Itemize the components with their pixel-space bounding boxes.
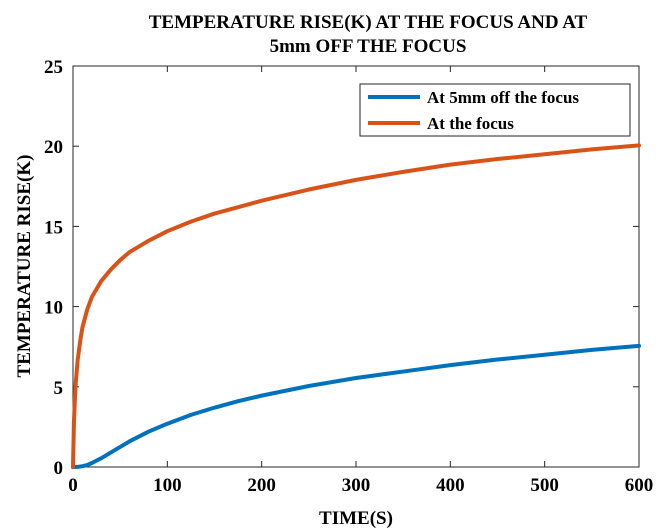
y-axis-label: TEMPERATURE RISE(K) bbox=[14, 155, 35, 378]
chart-title: TEMPERATURE RISE(K) AT THE FOCUS AND AT … bbox=[149, 12, 588, 57]
y-tick-label: 25 bbox=[44, 57, 63, 78]
chart-title-line-2: 5mm OFF THE FOCUS bbox=[270, 36, 467, 57]
legend-box bbox=[359, 83, 631, 137]
x-axis-ticks: 0 100 200 300 400 500 600 bbox=[68, 66, 653, 496]
legend-label-at-focus: At the focus bbox=[427, 114, 514, 133]
series-line-at-focus bbox=[71, 143, 641, 469]
x-tick-label: 0 bbox=[68, 475, 78, 496]
y-tick-label: 20 bbox=[44, 137, 63, 158]
chart-title-line-1: TEMPERATURE RISE(K) AT THE FOCUS AND AT bbox=[149, 12, 588, 33]
x-tick-label: 400 bbox=[436, 475, 465, 496]
x-axis-label: TIME(S) bbox=[319, 508, 393, 529]
y-tick-label: 15 bbox=[44, 217, 63, 238]
x-tick-label: 500 bbox=[530, 475, 559, 496]
y-axis-ticks: 0 5 10 15 20 25 bbox=[44, 57, 639, 479]
x-tick-label: 200 bbox=[247, 475, 276, 496]
legend: At 5mm off the focus At the focus bbox=[359, 83, 631, 137]
y-tick-label: 10 bbox=[44, 298, 63, 319]
y-tick-label: 0 bbox=[54, 458, 64, 479]
x-tick-label: 600 bbox=[625, 475, 654, 496]
series-layer bbox=[71, 143, 641, 469]
x-tick-label: 100 bbox=[153, 475, 182, 496]
y-tick-label: 5 bbox=[54, 378, 64, 399]
series-line-5mm-off-focus bbox=[71, 343, 641, 469]
legend-label-5mm-off-focus: At 5mm off the focus bbox=[427, 88, 579, 107]
x-tick-label: 300 bbox=[342, 475, 371, 496]
